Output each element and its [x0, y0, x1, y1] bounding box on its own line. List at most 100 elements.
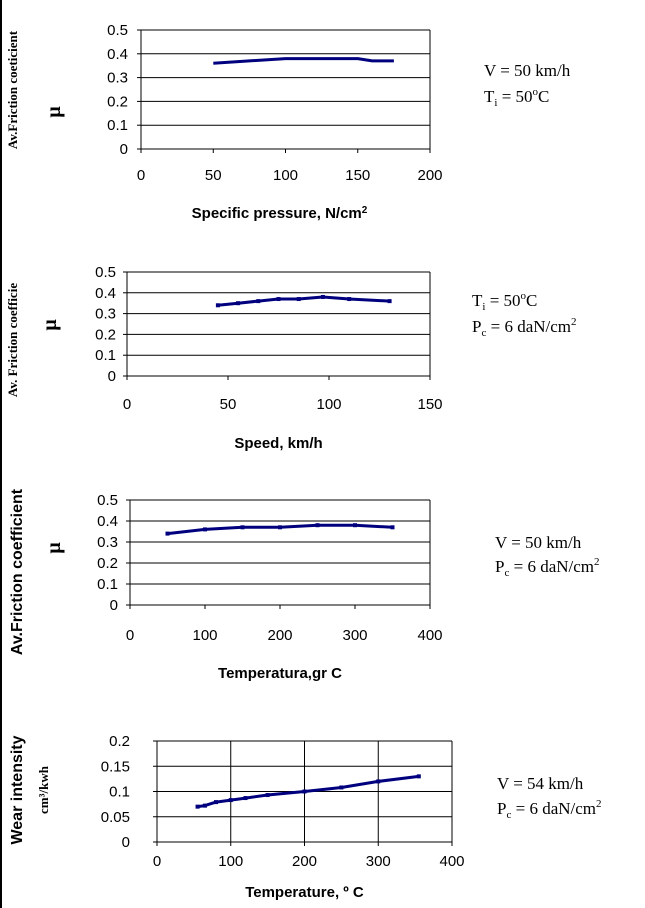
condition-label: Pc = 6 daN/cm2 — [495, 556, 600, 579]
x-tick-label: 0 — [153, 853, 161, 870]
x-tick-label: 300 — [366, 853, 391, 870]
data-point — [339, 785, 344, 790]
chart-2: 0 0.1 0.2 0.3 0.4 0.5 0 50 100 150 Speed, km/h Av. … — [5, 264, 577, 452]
x-tick-label: 100 — [192, 627, 217, 644]
data-point — [296, 297, 301, 302]
condition-label-part: P — [495, 557, 504, 576]
y-tick-label: 0 — [110, 597, 118, 614]
condition-label: Ti = 50oC — [484, 86, 549, 109]
y-tick-label: 0.15 — [101, 758, 130, 775]
y-tick-label: 0.5 — [97, 492, 118, 509]
x-tick-label: 150 — [417, 396, 442, 413]
y-axis-label: Av.Friction coeticient — [5, 30, 20, 149]
y-tick-label: 0.4 — [107, 46, 128, 63]
x-tick-label: 300 — [342, 627, 367, 644]
condition-label-part: o — [521, 290, 527, 302]
series-line — [213, 57, 394, 65]
series-line — [217, 295, 390, 307]
data-point — [214, 800, 218, 805]
x-axis-label: Temperatura,gr C — [218, 665, 342, 682]
y-tick-label: 0.1 — [97, 576, 118, 593]
condition-label: V = 54 km/h — [497, 774, 584, 793]
condition-label-part: = 6 daN/cm — [511, 799, 596, 818]
data-point — [315, 523, 320, 528]
y-axis-symbol: μ — [43, 542, 65, 554]
y-tick-label: 0.1 — [109, 784, 130, 801]
condition-label-part: o — [533, 86, 539, 98]
x-tick-label: 50 — [205, 167, 222, 184]
condition-label: V = 50 km/h — [484, 61, 571, 80]
condition-label: Ti = 50oC — [472, 290, 537, 313]
condition-label-part: V = 54 km/h — [497, 774, 584, 793]
y-tick-label: 0.05 — [101, 809, 130, 826]
y-tick-label: 0 — [120, 141, 128, 158]
data-point — [278, 525, 282, 530]
x-tick-label: 400 — [417, 627, 442, 644]
condition-label: Pc = 6 daN/cm2 — [472, 316, 577, 339]
condition-label-part: i — [482, 301, 485, 313]
x-tick-label: 400 — [439, 853, 464, 870]
y-tick-label: 0.4 — [97, 513, 118, 530]
data-point — [256, 299, 261, 304]
x-tick-label: 100 — [316, 396, 341, 413]
data-point — [202, 803, 207, 808]
y-axis-unit: cm³/kwh — [36, 765, 51, 814]
y-tick-label: 0 — [122, 834, 130, 851]
y-axis-label: Av. Friction coefficie — [5, 283, 20, 397]
data-point — [390, 525, 395, 530]
data-point — [165, 531, 170, 536]
x-tick-label: 200 — [417, 167, 442, 184]
condition-label-part: = 50 — [497, 87, 532, 106]
y-axis-label: Av.Friction coefficient — [9, 488, 26, 655]
y-axis-label: Wear intensity — [9, 735, 26, 844]
data-point — [416, 774, 421, 779]
condition-label-part: P — [497, 799, 506, 818]
condition-label: V = 50 km/h — [495, 533, 582, 552]
data-point — [240, 525, 245, 530]
condition-label-part: V = 50 km/h — [484, 61, 571, 80]
y-tick-label: 0.5 — [95, 264, 116, 281]
x-axis-label: Speed, km/h — [234, 435, 322, 452]
condition-label-part: c — [506, 809, 511, 821]
data-point — [320, 294, 325, 299]
y-tick-label: 0.5 — [107, 22, 128, 39]
data-point — [353, 523, 357, 528]
data-point — [302, 789, 307, 794]
condition-label-part: = 6 daN/cm — [509, 557, 594, 576]
chart-1: 0 0.1 0.2 0.3 0.4 0.5 0 50 100 150 200 Specific pre… — [5, 22, 571, 222]
left-border — [0, 0, 2, 908]
data-point — [228, 798, 233, 803]
chart-4: 0 0.05 0.1 0.15 0.2 0 100 200 300 400 Temperature,… — [9, 733, 602, 901]
x-tick-label: 200 — [267, 627, 292, 644]
x-tick-label: 0 — [137, 167, 145, 184]
y-tick-label: 0.2 — [95, 326, 116, 343]
condition-label-part: c — [481, 327, 486, 339]
condition-label-part: = 50 — [485, 291, 520, 310]
x-tick-label: 50 — [220, 396, 237, 413]
y-tick-label: 0.3 — [107, 70, 128, 87]
y-tick-label: 0.1 — [107, 117, 128, 134]
x-axis-label: Temperature, º C — [245, 884, 364, 901]
condition-label-part: 2 — [594, 556, 600, 568]
condition-label-part: V = 50 km/h — [495, 533, 582, 552]
x-tick-label: 100 — [218, 853, 243, 870]
data-point — [203, 527, 207, 532]
x-tick-label: 0 — [126, 627, 134, 644]
condition-label-part: P — [472, 317, 481, 336]
y-tick-label: 0.2 — [97, 555, 118, 572]
data-point — [243, 796, 248, 801]
condition-label-part: T — [472, 291, 483, 310]
series-line — [197, 774, 419, 809]
data-point — [387, 299, 392, 304]
y-tick-label: 0 — [108, 368, 116, 385]
data-point — [236, 301, 241, 306]
x-axis-label: Specific pressure, N/cm2 — [192, 205, 368, 223]
condition-label-part: i — [494, 97, 497, 109]
y-tick-label: 0.2 — [107, 93, 128, 110]
condition-label-part: C — [526, 291, 537, 310]
data-point — [276, 297, 281, 302]
condition-label-part: 2 — [571, 316, 577, 328]
data-point — [215, 303, 220, 308]
